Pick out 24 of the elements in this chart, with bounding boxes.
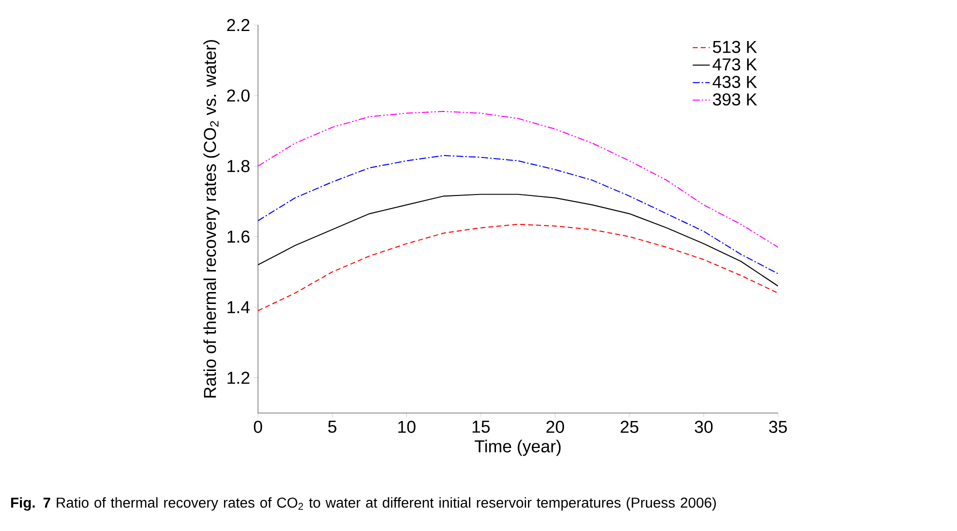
line-series	[258, 224, 778, 312]
x-tick-label: 25	[620, 420, 638, 433]
x-tick-label: 15	[472, 420, 490, 433]
line-series	[258, 110, 778, 248]
y-tick-label: 2.2	[227, 18, 250, 32]
y-axis-title: Ratio of thermal recovery rates (CO$_{2}$ vs. water)	[203, 40, 220, 398]
x-tick-label: 5	[328, 420, 336, 433]
x-tick-label: 0	[254, 420, 262, 433]
y-tick-label: 2.0	[227, 89, 250, 102]
x-tick-label: 20	[546, 420, 564, 433]
x-tick-label: 10	[398, 420, 416, 433]
y-tick-label: 1.4	[228, 301, 250, 314]
y-tick-label: 1.6	[228, 230, 250, 243]
y-tick-label: 1.8	[228, 160, 250, 172]
x-tick-label: 35	[769, 420, 787, 433]
legend-label: 393 K	[712, 93, 758, 106]
legend-label: 473 K	[712, 58, 758, 71]
legend-label: 513 K	[712, 40, 758, 54]
line-series	[258, 155, 778, 274]
x-tick-label: 30	[694, 420, 713, 433]
legend-label: 433 K	[712, 76, 758, 88]
x-axis-title: Time (year)	[474, 440, 561, 456]
text: Fig. 7 Ratio of thermal recovery rates of CO$_{2}$ to water at different initial reservoir temperatures (Pruess 2006)	[11, 497, 716, 511]
y-tick-label: 1.2	[228, 372, 250, 384]
